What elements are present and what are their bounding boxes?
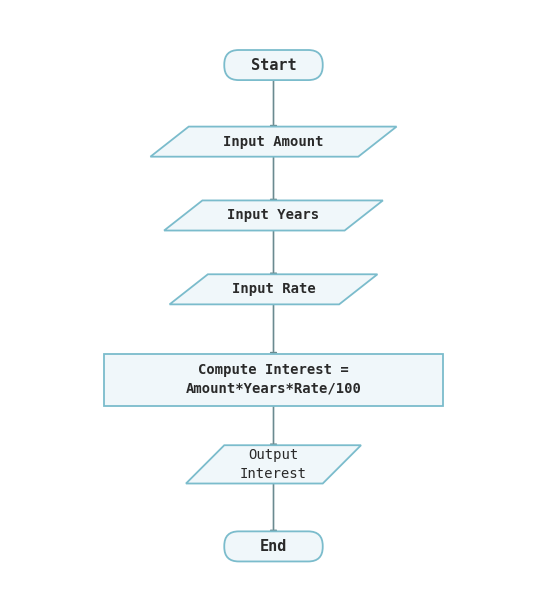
- Polygon shape: [150, 127, 397, 157]
- FancyBboxPatch shape: [224, 50, 323, 80]
- Text: Start: Start: [251, 58, 296, 73]
- Polygon shape: [186, 445, 361, 484]
- Polygon shape: [164, 201, 383, 230]
- Text: End: End: [260, 539, 287, 554]
- FancyBboxPatch shape: [224, 531, 323, 561]
- Text: Input Amount: Input Amount: [223, 135, 324, 148]
- Text: Output
Interest: Output Interest: [240, 448, 307, 481]
- Text: Input Rate: Input Rate: [231, 282, 316, 296]
- Polygon shape: [170, 275, 377, 304]
- Bar: [104, 353, 443, 405]
- Text: Input Years: Input Years: [228, 208, 319, 222]
- Text: Compute Interest =
Amount*Years*Rate/100: Compute Interest = Amount*Years*Rate/100: [185, 364, 362, 396]
